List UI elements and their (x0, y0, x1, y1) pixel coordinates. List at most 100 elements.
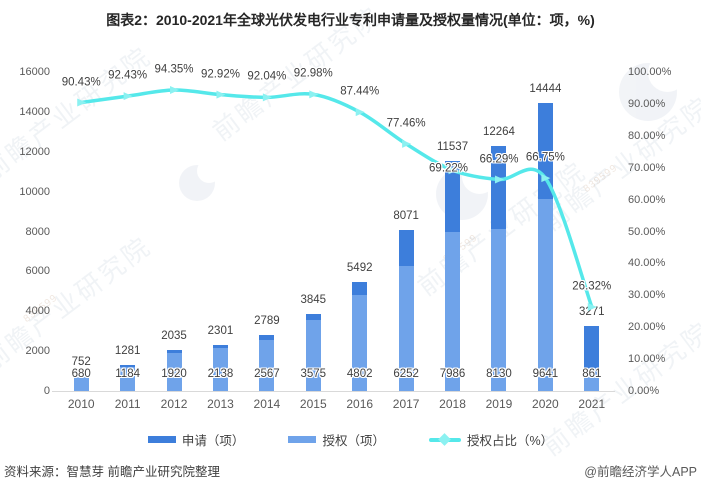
legend-line-marker-icon (438, 432, 451, 446)
y-axis-left-tick: 6000 (25, 265, 50, 278)
y-axis-left-tick: 14000 (19, 105, 50, 118)
y-axis-left-tick: 10000 (19, 185, 50, 198)
ratio-value-label: 92.92% (200, 68, 240, 81)
y-axis-right-tick: 10.00% (628, 353, 666, 366)
legend-line-swatch (428, 432, 461, 446)
watermark-logo-icon (179, 158, 222, 201)
application-value-label: 2035 (161, 330, 187, 343)
line-point-marker (355, 108, 365, 117)
line-point-marker (123, 92, 133, 101)
legend-item-authorization: 授权（项） (288, 430, 385, 449)
application-value-label: 2789 (254, 315, 280, 328)
application-value-label: 12264 (482, 126, 515, 139)
x-axis-label: 2018 (439, 397, 466, 411)
authorization-bar (74, 377, 89, 391)
authorization-bar (167, 353, 182, 391)
authorization-value-label: 1184 (115, 368, 140, 380)
ratio-value-label: 92.98% (293, 67, 333, 80)
authorization-value-label: 7986 (439, 368, 466, 380)
y-axis-left-tick: 12000 (19, 145, 50, 158)
legend-label: 申请（项） (181, 434, 245, 448)
ratio-line (79, 88, 594, 309)
line-point-marker (402, 139, 412, 148)
x-axis-label: 2015 (299, 397, 327, 411)
ratio-value-label: 87.44% (340, 85, 380, 98)
y-axis-right-tick: 30.00% (628, 289, 666, 302)
source-note: 资料来源：智慧芽 前瞻产业研究院整理 (4, 465, 220, 479)
application-value-label: 3845 (300, 294, 327, 307)
authorization-value-label: 8130 (486, 368, 512, 380)
ratio-value-label: 26.32% (572, 280, 612, 293)
y-axis-right-tick: 70.00% (628, 161, 666, 174)
y-axis-right-tick: 80.00% (628, 129, 666, 142)
y-axis-right-tick: 100.00% (628, 66, 672, 78)
ratio-value-label: 92.43% (108, 69, 148, 82)
y-axis-right-tick: 60.00% (628, 193, 666, 206)
x-axis-label: 2019 (485, 397, 513, 411)
x-axis-label: 2011 (114, 397, 141, 411)
application-value-label: 752 (71, 356, 91, 368)
ratio-value-label: 92.04% (247, 70, 287, 83)
application-value-label: 14444 (529, 83, 562, 96)
legend-bar-swatch (147, 436, 176, 443)
legend-label: 授权（项） (322, 434, 385, 448)
line-point-marker (262, 93, 272, 102)
application-value-label: 11537 (436, 140, 469, 153)
y-axis-left-tick: 2000 (25, 345, 50, 358)
application-value-label: 3271 (578, 305, 605, 318)
application-value-label: 1281 (114, 345, 141, 358)
authorization-value-label: 6252 (393, 368, 419, 380)
line-point-marker (216, 90, 226, 99)
x-axis-label: 2012 (160, 397, 188, 411)
watermark-logo-icon (436, 158, 498, 220)
authorization-value-label: 861 (582, 368, 602, 380)
x-axis-label: 2014 (253, 397, 281, 411)
x-axis-label: 2010 (67, 397, 95, 411)
credit-note: @前瞻经济学人APP (584, 465, 697, 479)
authorization-bar (352, 295, 367, 391)
y-axis-right-tick: 90.00% (628, 97, 666, 110)
authorization-value-label: 680 (71, 368, 91, 380)
x-axis-label: 2021 (578, 397, 606, 411)
line-point-marker (170, 86, 180, 95)
ratio-value-label: 77.46% (386, 117, 426, 130)
x-axis-label: 2013 (207, 397, 234, 411)
authorization-value-label: 4802 (346, 368, 373, 380)
y-axis-left-tick: 4000 (25, 305, 50, 318)
legend-bar-swatch (288, 436, 317, 443)
y-axis-right-tick: 20.00% (628, 321, 666, 334)
y-axis-right-tick: 50.00% (628, 225, 666, 238)
line-point-marker (309, 90, 319, 99)
legend: 申请（项） 授权（项） 授权占比（%） (0, 430, 701, 449)
authorization-value-label: 1920 (161, 368, 187, 380)
x-axis-label: 2017 (392, 397, 420, 411)
legend-item-application: 申请（项） (147, 430, 245, 449)
chart-title: 图表2：2010-2021年全球光伏发电行业专利申请量及授权量情况(单位：项，%… (106, 12, 595, 28)
authorization-bar (491, 229, 506, 391)
y-axis-left-tick: 8000 (25, 225, 50, 238)
authorization-bar (584, 374, 599, 391)
authorization-bar (259, 340, 274, 391)
authorization-bar (306, 320, 321, 391)
application-value-label: 5492 (346, 261, 373, 274)
legend-label: 授权占比（%） (466, 434, 554, 448)
y-axis-right-tick: 40.00% (628, 257, 666, 270)
authorization-value-label: 9641 (532, 368, 559, 380)
authorization-value-label: 3575 (300, 368, 327, 380)
ratio-value-label: 90.43% (61, 76, 101, 89)
y-axis-left-tick: 16000 (19, 66, 50, 78)
x-axis-label: 2016 (346, 397, 374, 411)
watermark-stock-text: 839599 (581, 162, 620, 195)
ratio-value-label: 94.35% (154, 63, 194, 76)
watermark-logo-cut (197, 158, 222, 183)
line-point-marker (77, 98, 87, 107)
y-axis-left-tick: 0 (43, 385, 50, 397)
x-axis-label: 2020 (532, 397, 559, 411)
ratio-value-label: 69.22% (429, 162, 469, 175)
legend-item-ratio: 授权占比（%） (428, 430, 554, 449)
x-axis-line (52, 391, 615, 392)
ratio-value-label: 66.29% (479, 153, 519, 166)
authorization-value-label: 2138 (207, 368, 234, 380)
